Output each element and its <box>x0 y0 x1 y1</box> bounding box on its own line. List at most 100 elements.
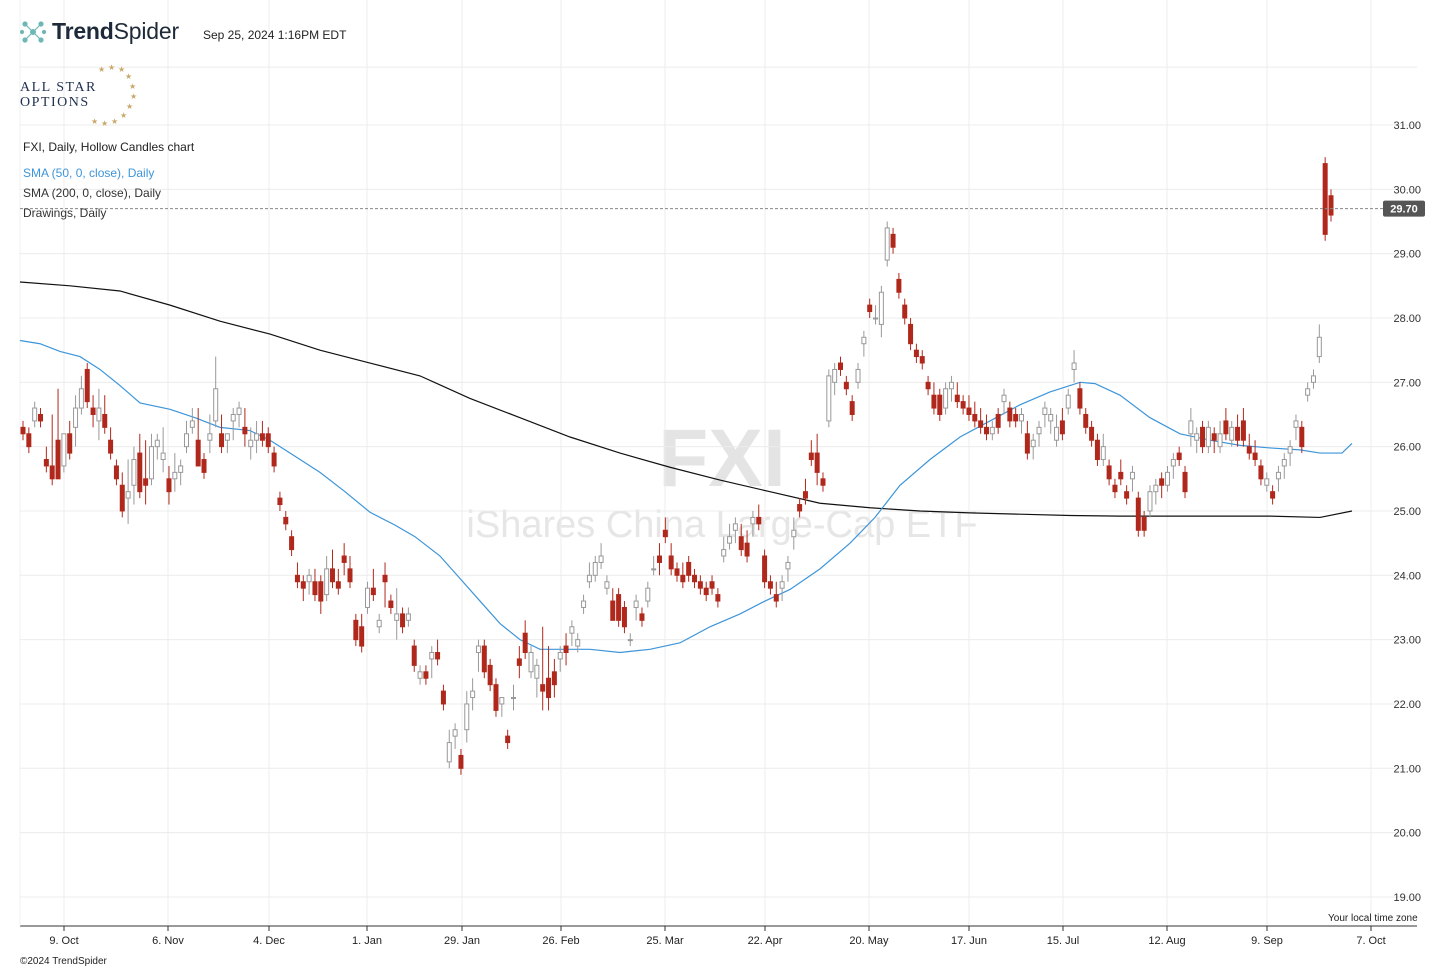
candle-body <box>178 465 184 473</box>
candle-body <box>1054 426 1060 441</box>
candle-body <box>873 317 879 320</box>
candle-body <box>919 356 925 364</box>
candle-body <box>306 574 312 583</box>
legend-sma200[interactable]: SMA (200, 0, close), Daily <box>23 186 162 200</box>
y-tick-label: 30.00 <box>1393 184 1421 196</box>
candle-body <box>1240 420 1246 441</box>
candle-body <box>458 754 464 769</box>
candle-body <box>154 439 160 448</box>
candle-body <box>838 362 843 370</box>
candle-body <box>388 600 394 608</box>
candle-body <box>884 227 890 261</box>
candle-body <box>195 439 201 467</box>
candle-body <box>1129 471 1135 480</box>
candle-body <box>207 433 213 441</box>
candle-body <box>645 587 651 602</box>
candle-body <box>394 613 400 621</box>
last-price-badge <box>1383 200 1425 217</box>
svg-text:★: ★ <box>98 65 105 74</box>
svg-text:★: ★ <box>126 102 133 111</box>
candle-body <box>160 452 166 461</box>
candle-body <box>1188 420 1194 435</box>
candle-body <box>429 652 435 660</box>
candle-body <box>1258 465 1264 480</box>
candle-body <box>826 375 832 422</box>
candle-body <box>271 452 277 467</box>
allstar-line2: OPTIONS <box>20 95 90 110</box>
candle-body <box>1124 491 1130 499</box>
candle-body <box>1211 433 1217 441</box>
candle-body <box>96 407 102 422</box>
candle-body <box>1170 459 1176 467</box>
candle-body <box>1194 433 1200 441</box>
candle-body <box>1071 362 1077 370</box>
candle-body <box>983 426 989 435</box>
x-tick-label: 15. Jul <box>1047 935 1079 947</box>
candle-body <box>283 516 289 525</box>
candle-body <box>598 555 604 563</box>
candle-body <box>55 439 61 480</box>
candle-body <box>516 658 522 666</box>
candle-body <box>499 697 505 705</box>
candle-body <box>1001 394 1007 403</box>
y-tick-label: 28.00 <box>1393 313 1421 325</box>
candle-body <box>1235 426 1241 441</box>
candle-body <box>73 407 79 428</box>
allstar-options-logo: ★ ★ ★ ★ ★ ★ ★ ★ ★ ★ ★ ALL STAR OPTIONS <box>20 62 140 132</box>
candle-body <box>1036 426 1042 435</box>
x-tick-label: 7. Oct <box>1356 935 1385 947</box>
candle-body <box>417 671 423 679</box>
candle-body <box>1030 439 1036 448</box>
x-tick-label: 12. Aug <box>1148 935 1185 947</box>
y-tick-label: 24.00 <box>1393 570 1421 582</box>
candle-body <box>464 703 470 731</box>
trendspider-logo: TrendSpider <box>20 18 179 45</box>
candle-body <box>1077 388 1083 409</box>
candle-body <box>674 568 680 576</box>
candle-body <box>38 413 44 422</box>
candle-body <box>26 433 32 448</box>
candle-body <box>931 394 937 409</box>
y-tick-label: 23.00 <box>1393 635 1421 647</box>
candle-body <box>475 645 481 654</box>
candle-body <box>67 433 73 454</box>
candle-body <box>937 394 943 415</box>
svg-text:★: ★ <box>118 65 125 74</box>
candle-body <box>505 735 511 744</box>
candle-body <box>972 413 978 422</box>
legend-main-series[interactable]: FXI, Daily, Hollow Candles chart <box>23 140 195 154</box>
y-tick-label: 26.00 <box>1393 442 1421 454</box>
candle-body <box>1252 452 1258 461</box>
candle-body <box>108 439 114 454</box>
candle-body <box>797 504 803 512</box>
candle-body <box>1083 413 1089 428</box>
candle-body <box>341 555 347 563</box>
candle-body <box>1275 471 1281 480</box>
candle-body <box>1042 407 1048 415</box>
candle-body <box>423 671 429 679</box>
candle-body <box>534 664 540 679</box>
svg-text:★: ★ <box>91 117 98 126</box>
candle-body <box>78 388 84 409</box>
legend-sma50[interactable]: SMA (50, 0, close), Daily <box>23 166 155 180</box>
x-tick-label: 6. Nov <box>152 935 184 947</box>
candle-body <box>861 336 867 345</box>
svg-text:★: ★ <box>111 117 118 126</box>
candle-body <box>1182 471 1188 493</box>
candle-body <box>1299 426 1305 448</box>
candle-body <box>732 523 738 531</box>
copyright-text: ©2024 TrendSpider <box>20 956 107 967</box>
candle-body <box>896 278 902 293</box>
candle-body <box>90 407 96 415</box>
legend-drawings[interactable]: Drawings, Daily <box>23 206 107 220</box>
x-tick-label: 9. Oct <box>49 935 78 947</box>
candle-body <box>1112 484 1118 493</box>
x-tick-label: 20. May <box>849 935 889 947</box>
candle-body <box>470 690 476 699</box>
candle-body <box>721 549 727 557</box>
candle-body <box>224 433 230 441</box>
svg-text:★: ★ <box>129 82 136 91</box>
candle-body <box>592 561 598 576</box>
candle-body <box>692 574 698 583</box>
